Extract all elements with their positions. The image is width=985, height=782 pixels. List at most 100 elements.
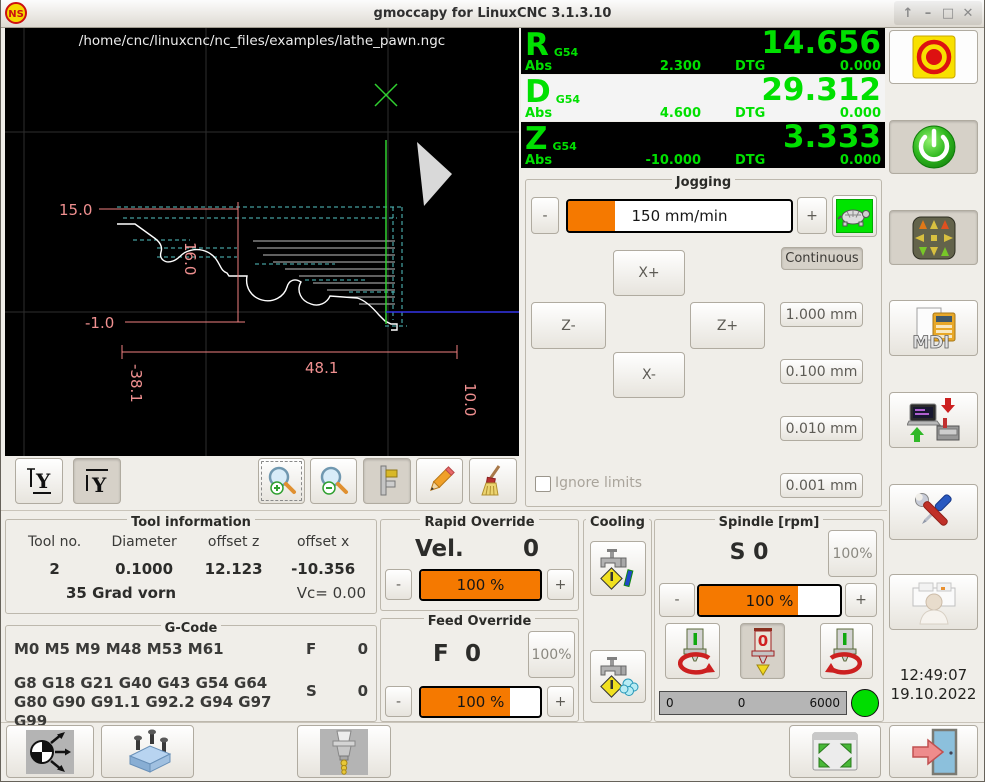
s-label: S	[306, 682, 317, 700]
touch-off-button[interactable]	[6, 725, 94, 778]
fullscreen-button[interactable]	[789, 725, 881, 778]
dtg-value: 0.000	[839, 59, 881, 74]
tool-col-header: Diameter	[111, 534, 177, 550]
auto-mode-button[interactable]	[889, 392, 978, 448]
dim-length: 48.1	[305, 359, 338, 377]
jog-continuous-button[interactable]: Continuous	[781, 247, 863, 270]
spindle-title: Spindle [rpm]	[714, 515, 824, 530]
gcode-preview[interactable]: /home/cnc/linuxcnc/nc_files/examples/lat…	[5, 28, 519, 456]
spindle-cw-icon	[824, 628, 862, 675]
coord-system: G54	[553, 46, 579, 59]
abs-value: -10.000	[645, 153, 701, 168]
f-label: F	[306, 640, 317, 658]
mdi-mode-button[interactable]: MDI	[889, 300, 978, 356]
tool-diameter: 0.1000	[115, 560, 174, 578]
increment-0001mm-button[interactable]: 0.001 mm	[780, 473, 863, 498]
jog-x-minus-button[interactable]: X-	[613, 352, 685, 398]
spindle-ccw-button[interactable]	[665, 623, 720, 679]
spindle-speed-scale: 0 0 6000	[659, 691, 847, 715]
rapid-override-frame: Rapid Override Vel. 0 - 100 % +	[380, 515, 579, 611]
spindle-override-bar[interactable]: 100 %	[697, 584, 842, 617]
close-button[interactable]: ✕	[962, 5, 974, 21]
estop-button[interactable]	[889, 30, 978, 84]
maximize-button[interactable]: □	[941, 5, 955, 21]
minimize-button[interactable]: –	[924, 5, 932, 21]
rapid-minus-button[interactable]: -	[385, 569, 412, 600]
edit-button[interactable]	[416, 458, 463, 504]
spindle-reset-button[interactable]: 100%	[828, 530, 877, 577]
tool-vc: Vc= 0.00	[296, 584, 366, 602]
dim-base: -1.0	[85, 314, 114, 332]
increment-1mm-button[interactable]: 1.000 mm	[780, 302, 863, 327]
clear-plot-button[interactable]	[469, 458, 517, 504]
dro-axis-z[interactable]: Z G54 3.333 Abs -10.000 DTG 0.000	[521, 122, 885, 168]
mist-button[interactable]	[590, 541, 646, 596]
jog-speed-minus-button[interactable]: -	[531, 197, 559, 234]
feed-minus-button[interactable]: -	[385, 686, 412, 717]
feed-reset-button[interactable]: 100%	[528, 631, 575, 678]
increment-01mm-button[interactable]: 0.100 mm	[780, 359, 863, 384]
exit-button[interactable]	[889, 725, 978, 778]
settings-button[interactable]	[889, 484, 978, 540]
coord-system: G54	[552, 140, 577, 153]
flood-icon	[600, 656, 639, 698]
increment-001mm-button[interactable]: 0.010 mm	[780, 416, 863, 441]
zoom-in-button[interactable]	[258, 458, 305, 504]
feed-override-frame: Feed Override F 0 100% - 100 % +	[380, 614, 579, 722]
zoom-out-icon	[320, 466, 348, 495]
dro-axis-d[interactable]: D G54 29.312 Abs 4.600 DTG 0.000	[521, 75, 885, 121]
spindle-cw-button[interactable]	[820, 623, 873, 679]
abs-label: Abs	[525, 59, 553, 74]
dimension-y2-icon: Y	[86, 469, 108, 497]
feed-override-bar[interactable]: 100 %	[419, 686, 542, 718]
app-logo-icon: NS	[5, 2, 27, 28]
touch-off-icon	[26, 729, 74, 774]
jog-z-minus-button[interactable]: Z-	[531, 302, 606, 349]
spindle-stop-button[interactable]: 0	[740, 623, 785, 679]
turtle-jog-button[interactable]	[832, 195, 877, 237]
dim-height: 16.0	[181, 242, 199, 275]
dro-axis-r[interactable]: R G54 14.656 Abs 2.300 DTG 0.000	[521, 28, 885, 74]
measure-button[interactable]	[363, 458, 411, 504]
active-m-codes: M0 M5 M9 M48 M53 M61	[14, 640, 224, 658]
machine-on-button[interactable]	[889, 120, 978, 174]
rapid-plus-button[interactable]: +	[547, 569, 574, 600]
zoom-out-button[interactable]	[310, 458, 357, 504]
abs-label: Abs	[525, 153, 553, 168]
power-icon	[912, 125, 955, 169]
user-tab-button[interactable]	[889, 574, 978, 630]
jog-x-plus-button[interactable]: X+	[613, 250, 685, 296]
mist-icon	[600, 548, 634, 590]
ignore-limits-checkbox[interactable]	[535, 476, 551, 492]
dtg-value: 0.000	[839, 153, 881, 168]
jog-z-plus-button[interactable]: Z+	[690, 302, 765, 349]
manual-mode-button[interactable]	[889, 210, 978, 265]
rapid-bar-text: 100 %	[456, 576, 505, 594]
spindle-ccw-icon	[677, 628, 715, 675]
dimension-toggle2-button[interactable]: Y	[73, 458, 121, 504]
spindle-bar-text: 100 %	[745, 591, 794, 610]
vel-label: Vel.	[415, 536, 464, 562]
tool-holder-icon	[320, 728, 368, 775]
rapid-override-bar[interactable]: 100 %	[419, 569, 542, 601]
preview-drawing: /home/cnc/linuxcnc/nc_files/examples/lat…	[5, 28, 519, 456]
flood-button[interactable]	[590, 650, 646, 703]
tool-info-frame: Tool information Tool no. Diameter offse…	[5, 515, 377, 614]
jog-speed-plus-button[interactable]: +	[797, 197, 827, 234]
tool-col-header: Tool no.	[27, 534, 82, 550]
spindle-plus-button[interactable]: +	[845, 583, 877, 617]
shade-button[interactable]: ↑	[902, 5, 914, 21]
dtg-label: DTG	[735, 106, 766, 121]
tool-settings-button[interactable]	[297, 725, 391, 778]
jog-speed-bar[interactable]: 150 mm/min	[566, 199, 793, 233]
svg-text:MDI: MDI	[912, 333, 949, 351]
spindle-minus-button[interactable]: -	[659, 583, 695, 617]
dimension-toggle-button[interactable]: Y	[15, 458, 63, 504]
fullscreen-icon	[812, 732, 858, 770]
feed-plus-button[interactable]: +	[547, 686, 574, 717]
s-value: 0	[357, 682, 368, 700]
dimension-y-icon: Y	[27, 468, 51, 494]
block-height-button[interactable]	[101, 725, 194, 778]
exit-door-icon	[911, 728, 957, 775]
